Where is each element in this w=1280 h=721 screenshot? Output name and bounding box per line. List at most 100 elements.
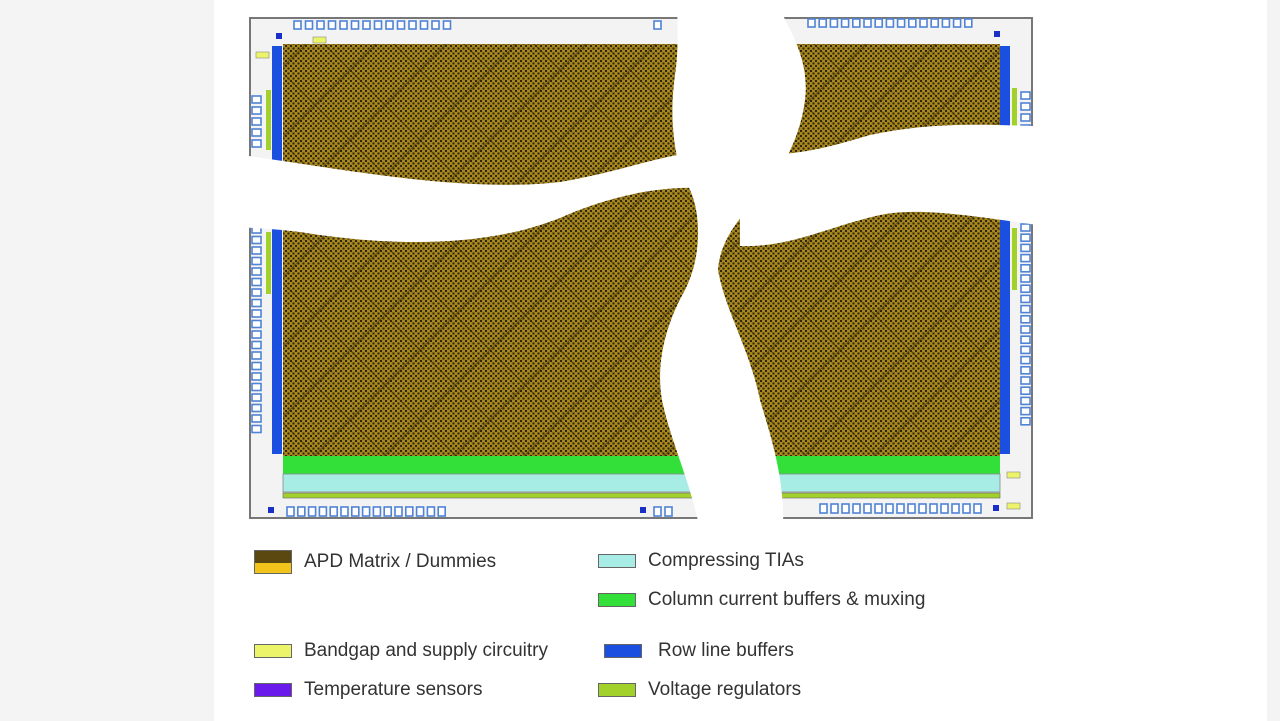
bond-pad: [896, 503, 905, 514]
bond-pad: [251, 382, 262, 392]
legend-swatch-voltage-regulators: [598, 683, 636, 697]
bond-pad: [251, 106, 262, 115]
bond-pad: [251, 95, 262, 104]
bond-pad: [1020, 345, 1031, 355]
bandgap-block-2: [255, 51, 270, 59]
bond-pad: [1020, 365, 1031, 375]
temperature-sensor-4: [640, 507, 646, 513]
bond-pad: [383, 506, 393, 517]
voltage-regulator-right: [1012, 88, 1017, 126]
bond-pad: [1020, 406, 1031, 416]
legend-swatch-temp-sensors: [254, 683, 292, 697]
apd-matrix-diagonals: [283, 44, 1000, 456]
temperature-sensor-1: [276, 33, 282, 39]
bond-pad: [394, 506, 403, 517]
bond-pad: [251, 330, 262, 339]
bond-pad: [863, 18, 872, 28]
bond-pad: [840, 18, 850, 28]
bond-pad: [385, 20, 394, 30]
bond-pad: [653, 20, 662, 30]
legend-swatch-apd: [254, 550, 292, 574]
bond-pad: [251, 288, 262, 297]
bond-pad: [1020, 233, 1031, 242]
legend-item-bandgap: Bandgap and supply circuitry: [254, 640, 548, 662]
temperature-sensor-5: [993, 505, 999, 511]
bond-pad: [919, 18, 928, 28]
legend-label-tias: Compressing TIAs: [648, 550, 804, 571]
legend-swatch-bandgap: [254, 644, 292, 658]
bond-pad: [829, 18, 839, 28]
bond-pad: [896, 18, 906, 28]
bond-pad: [1020, 355, 1031, 365]
bond-pad: [251, 319, 262, 329]
bond-pad: [251, 414, 262, 423]
bond-pad: [874, 503, 883, 514]
bond-pad: [907, 18, 917, 28]
bond-pad: [851, 18, 861, 28]
bond-pad: [251, 277, 262, 287]
bond-pad: [1020, 253, 1031, 263]
voltage-regulator-left-2: [266, 232, 271, 294]
bond-pad: [442, 20, 452, 30]
legend-item-tias: Compressing TIAs: [598, 550, 804, 572]
bond-pad: [818, 18, 828, 28]
bond-pad: [1020, 223, 1031, 232]
bond-pad: [251, 298, 262, 308]
bond-pad: [251, 267, 262, 276]
bond-pad: [396, 20, 406, 30]
bond-pads-top: [293, 18, 973, 30]
bond-pad: [930, 18, 940, 28]
bond-pad: [318, 506, 328, 517]
bond-pad: [941, 18, 951, 28]
tear-gap-horizontal-left: [214, 151, 702, 243]
bond-pad: [885, 18, 895, 28]
bond-pad: [437, 506, 447, 517]
bond-pad: [1020, 314, 1031, 324]
bond-pad: [251, 117, 262, 126]
bond-pad: [251, 235, 262, 245]
bandgap-block-3: [1006, 471, 1021, 479]
bond-pad: [329, 506, 339, 517]
bond-pad: [1020, 335, 1031, 345]
bond-pad: [1020, 304, 1031, 314]
bond-pad: [426, 506, 436, 517]
bond-pad: [907, 503, 916, 514]
legend-item-apd: APD Matrix / Dummies: [254, 550, 496, 574]
column-current-buffers: [283, 456, 1000, 474]
bond-pad: [415, 506, 425, 517]
chip-floorplan-diagram: [214, 0, 1080, 530]
legend-label-row-buffers: Row line buffers: [658, 640, 794, 661]
bond-pad: [952, 18, 962, 28]
bond-pad: [830, 503, 839, 514]
bond-pad: [951, 503, 960, 514]
bond-pad: [1020, 294, 1031, 304]
bond-pad: [1020, 416, 1031, 426]
bond-pad: [963, 18, 973, 28]
bond-pad: [251, 393, 262, 402]
legend-label-column-buffers: Column current buffers & muxing: [648, 589, 926, 610]
bond-pad: [1020, 284, 1031, 294]
bond-pad: [251, 340, 262, 350]
temperature-sensor-3: [268, 507, 274, 513]
bond-pad: [350, 506, 360, 517]
bond-pad: [1020, 376, 1031, 385]
bond-pad: [327, 20, 337, 30]
bond-pad: [251, 128, 262, 137]
bond-pad: [286, 506, 295, 517]
voltage-regulator-left: [266, 90, 271, 150]
bond-pad: [251, 403, 262, 413]
bond-pads-left: [251, 95, 262, 434]
bond-pad: [373, 20, 383, 30]
legend-swatch-row-buffers: [604, 644, 642, 658]
bond-pad: [251, 139, 262, 148]
bond-pad: [1020, 396, 1031, 406]
legend-item-voltage-regulators: Voltage regulators: [598, 679, 801, 701]
bond-pad: [361, 506, 371, 517]
bond-pad: [408, 20, 417, 30]
legend-label-temp-sensors: Temperature sensors: [304, 679, 483, 700]
legend-swatch-tias: [598, 554, 636, 568]
bond-pad: [251, 372, 262, 381]
bond-pad: [1020, 263, 1031, 273]
legend-item-row-buffers: Row line buffers: [604, 640, 794, 662]
bond-pad: [1020, 113, 1031, 122]
